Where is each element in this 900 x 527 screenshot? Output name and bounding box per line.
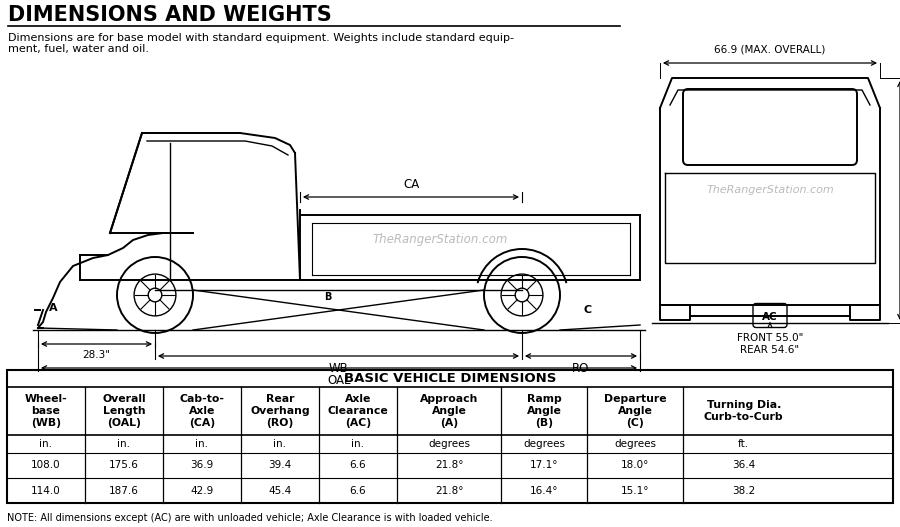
Text: 66.9 (MAX. OVERALL): 66.9 (MAX. OVERALL) — [715, 45, 825, 55]
Text: ft.: ft. — [738, 439, 750, 449]
Text: 36.9: 36.9 — [190, 461, 213, 471]
Bar — [7, 453, 893, 478]
Text: C: C — [584, 305, 592, 315]
Text: Overall
Length
(OAL): Overall Length (OAL) — [102, 394, 146, 427]
Text: 36.4: 36.4 — [732, 461, 755, 471]
Text: in.: in. — [118, 439, 130, 449]
Text: 21.8°: 21.8° — [435, 461, 464, 471]
Text: Axle
Clearance
(AC): Axle Clearance (AC) — [328, 394, 388, 427]
Text: Rear
Overhang
(RO): Rear Overhang (RO) — [250, 394, 310, 427]
Text: 175.6: 175.6 — [109, 461, 139, 471]
Text: in.: in. — [351, 439, 364, 449]
Text: 17.1°: 17.1° — [530, 461, 559, 471]
Text: degrees: degrees — [428, 439, 470, 449]
Text: CA: CA — [403, 178, 419, 191]
Text: RO: RO — [572, 362, 590, 375]
Text: Cab-to-
Axle
(CA): Cab-to- Axle (CA) — [179, 394, 224, 427]
Text: WB: WB — [328, 362, 348, 375]
Text: in.: in. — [274, 439, 286, 449]
Text: BASIC VEHICLE DIMENSIONS: BASIC VEHICLE DIMENSIONS — [344, 372, 556, 385]
Text: Dimensions are for base model with standard equipment. Weights include standard : Dimensions are for base model with stand… — [8, 33, 514, 43]
Text: in.: in. — [40, 439, 52, 449]
Text: REAR 54.6": REAR 54.6" — [741, 345, 799, 355]
Text: 15.1°: 15.1° — [621, 485, 650, 495]
Text: AC: AC — [762, 313, 778, 323]
Text: ment, fuel, water and oil.: ment, fuel, water and oil. — [8, 44, 149, 54]
Text: OAL: OAL — [328, 374, 351, 387]
Text: A: A — [49, 303, 58, 313]
Text: FRONT 55.0": FRONT 55.0" — [737, 333, 803, 343]
Text: 42.9: 42.9 — [190, 485, 213, 495]
Text: 45.4: 45.4 — [268, 485, 292, 495]
Text: 16.4°: 16.4° — [530, 485, 559, 495]
Bar — [7, 387, 893, 435]
Text: TheRangerStation.com: TheRangerStation.com — [706, 185, 834, 195]
Text: TheRangerStation.com: TheRangerStation.com — [373, 233, 508, 247]
Text: Approach
Angle
(A): Approach Angle (A) — [420, 394, 478, 427]
Text: 38.2: 38.2 — [732, 485, 755, 495]
Bar — [7, 370, 893, 503]
Text: B: B — [324, 292, 332, 302]
Text: in.: in. — [195, 439, 209, 449]
Text: 39.4: 39.4 — [268, 461, 292, 471]
Bar — [7, 435, 893, 453]
Text: Departure
Angle
(C): Departure Angle (C) — [604, 394, 667, 427]
Text: DIMENSIONS AND WEIGHTS: DIMENSIONS AND WEIGHTS — [8, 5, 332, 25]
Text: 28.3": 28.3" — [83, 350, 111, 360]
Text: 18.0°: 18.0° — [621, 461, 650, 471]
Bar — [7, 370, 893, 387]
Text: 21.8°: 21.8° — [435, 485, 464, 495]
Text: degrees: degrees — [524, 439, 565, 449]
Text: 108.0: 108.0 — [32, 461, 61, 471]
Bar — [7, 478, 893, 503]
Text: NOTE: All dimensions except (AC) are with unloaded vehicle; Axle Clearance is wi: NOTE: All dimensions except (AC) are wit… — [7, 513, 492, 523]
Text: degrees: degrees — [614, 439, 656, 449]
Text: 6.6: 6.6 — [349, 461, 366, 471]
Text: Ramp
Angle
(B): Ramp Angle (B) — [526, 394, 562, 427]
Text: 114.0: 114.0 — [32, 485, 61, 495]
Text: 187.6: 187.6 — [109, 485, 139, 495]
Text: Turning Dia.
Curb-to-Curb: Turning Dia. Curb-to-Curb — [704, 400, 784, 422]
Text: 6.6: 6.6 — [349, 485, 366, 495]
Text: Wheel-
base
(WB): Wheel- base (WB) — [24, 394, 68, 427]
